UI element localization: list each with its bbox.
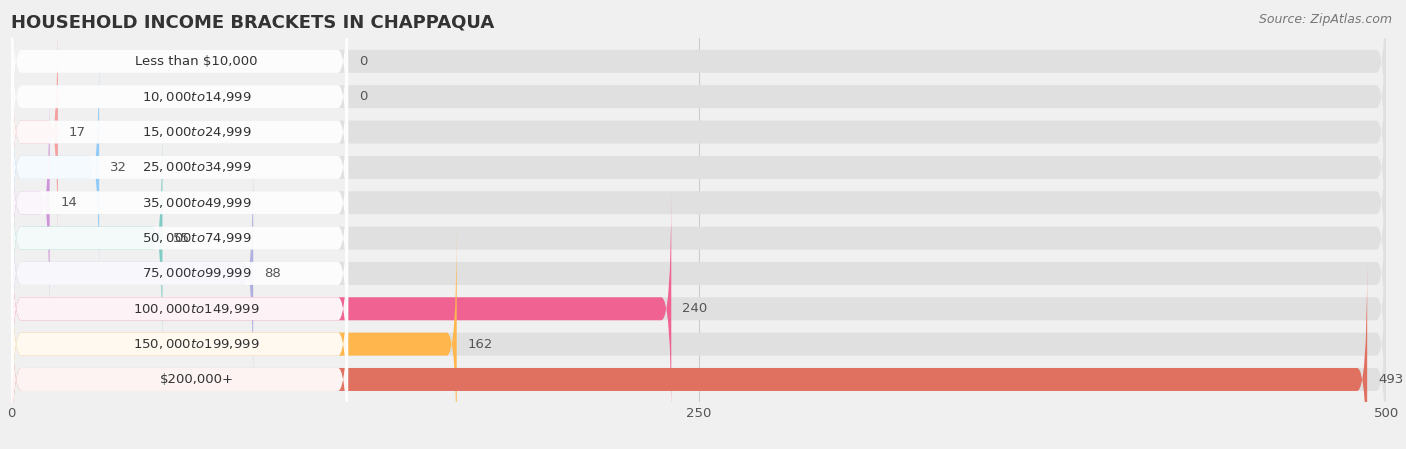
FancyBboxPatch shape [11,0,349,214]
FancyBboxPatch shape [11,192,671,426]
FancyBboxPatch shape [11,263,1386,449]
Text: 0: 0 [359,55,367,68]
FancyBboxPatch shape [11,50,349,284]
FancyBboxPatch shape [11,86,1386,320]
FancyBboxPatch shape [11,86,49,320]
Text: $15,000 to $24,999: $15,000 to $24,999 [142,125,252,139]
FancyBboxPatch shape [11,227,1386,449]
Text: 32: 32 [110,161,127,174]
Text: $10,000 to $14,999: $10,000 to $14,999 [142,90,252,104]
Text: 240: 240 [682,302,707,315]
FancyBboxPatch shape [11,0,1386,178]
FancyBboxPatch shape [11,156,349,391]
Text: $75,000 to $99,999: $75,000 to $99,999 [142,266,252,281]
Text: $150,000 to $199,999: $150,000 to $199,999 [134,337,260,351]
FancyBboxPatch shape [11,192,349,426]
FancyBboxPatch shape [11,15,58,249]
Text: 0: 0 [359,90,367,103]
Text: $25,000 to $34,999: $25,000 to $34,999 [142,160,252,174]
Text: $50,000 to $74,999: $50,000 to $74,999 [142,231,252,245]
Text: Source: ZipAtlas.com: Source: ZipAtlas.com [1258,13,1392,26]
FancyBboxPatch shape [11,121,163,355]
FancyBboxPatch shape [11,15,349,249]
FancyBboxPatch shape [11,121,349,355]
FancyBboxPatch shape [11,50,1386,284]
FancyBboxPatch shape [11,227,457,449]
FancyBboxPatch shape [11,86,349,320]
Text: 493: 493 [1378,373,1403,386]
Text: Less than $10,000: Less than $10,000 [135,55,257,68]
FancyBboxPatch shape [11,156,253,391]
FancyBboxPatch shape [11,0,349,178]
FancyBboxPatch shape [11,263,349,449]
Text: $100,000 to $149,999: $100,000 to $149,999 [134,302,260,316]
FancyBboxPatch shape [11,227,349,449]
Text: 162: 162 [468,338,494,351]
Text: 17: 17 [69,126,86,139]
FancyBboxPatch shape [11,156,1386,391]
FancyBboxPatch shape [11,0,1386,214]
FancyBboxPatch shape [11,263,1367,449]
Text: $35,000 to $49,999: $35,000 to $49,999 [142,196,252,210]
Text: HOUSEHOLD INCOME BRACKETS IN CHAPPAQUA: HOUSEHOLD INCOME BRACKETS IN CHAPPAQUA [11,13,495,31]
FancyBboxPatch shape [11,192,1386,426]
Text: 55: 55 [173,232,190,245]
FancyBboxPatch shape [11,15,1386,249]
Text: $200,000+: $200,000+ [159,373,233,386]
Text: 88: 88 [264,267,281,280]
Text: 14: 14 [60,196,77,209]
FancyBboxPatch shape [11,50,100,284]
FancyBboxPatch shape [11,121,1386,355]
